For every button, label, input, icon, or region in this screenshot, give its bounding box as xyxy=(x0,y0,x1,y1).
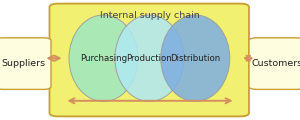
Text: Internal supply chain: Internal supply chain xyxy=(100,11,199,20)
Ellipse shape xyxy=(115,15,184,101)
Text: Production: Production xyxy=(127,54,172,63)
FancyBboxPatch shape xyxy=(249,38,300,89)
FancyBboxPatch shape xyxy=(0,38,51,89)
FancyBboxPatch shape xyxy=(50,4,249,116)
Text: Suppliers: Suppliers xyxy=(1,59,45,68)
Ellipse shape xyxy=(161,15,230,101)
Text: Distribution: Distribution xyxy=(170,54,220,63)
Ellipse shape xyxy=(69,15,138,101)
Text: Customers: Customers xyxy=(251,59,300,68)
Text: Purchasing: Purchasing xyxy=(80,54,127,63)
